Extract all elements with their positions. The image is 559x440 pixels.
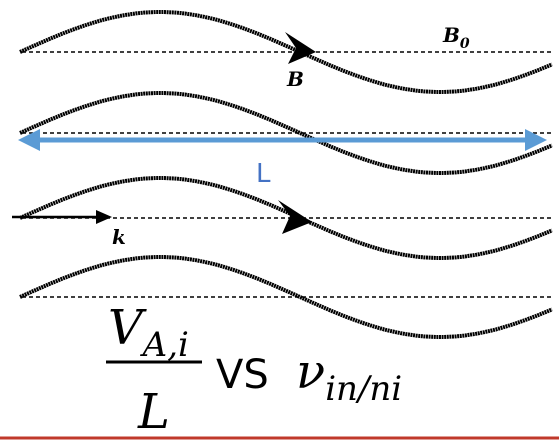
arrowhead [278, 200, 312, 234]
denominator: L [137, 384, 170, 440]
numerator: VA,i [108, 300, 189, 365]
length-label: L [256, 159, 271, 189]
wave [19, 255, 553, 339]
arrowhead [525, 129, 547, 151]
b-label: B [286, 67, 304, 91]
wave [19, 91, 553, 175]
arrowhead [96, 210, 112, 224]
nu: νin/ni [296, 344, 402, 409]
field-lines [19, 10, 553, 339]
wave [19, 10, 553, 94]
arrowhead [18, 129, 40, 151]
arrowhead [285, 32, 316, 64]
b0-label: B0 [442, 23, 470, 52]
k-label: k [112, 225, 126, 249]
vs: VS [216, 352, 269, 398]
wave [19, 176, 553, 260]
